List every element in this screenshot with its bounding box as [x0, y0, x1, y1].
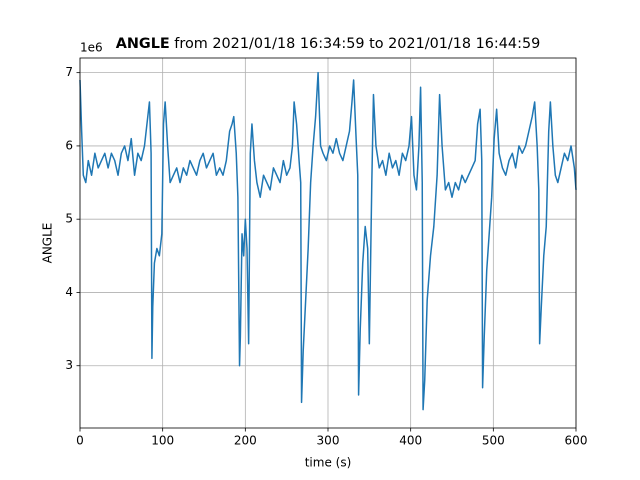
x-tick-label: 600	[565, 434, 588, 448]
y-tick-label: 6	[65, 138, 73, 152]
x-tick-label: 400	[399, 434, 422, 448]
x-tick-label: 0	[76, 434, 84, 448]
y-tick-label: 5	[65, 212, 73, 226]
y-offset-text: 1e6	[80, 41, 103, 55]
x-tick-label: 500	[482, 434, 505, 448]
title-bold: ANGLE	[116, 36, 170, 52]
plot-frame	[79, 57, 577, 429]
y-tick-label: 3	[65, 358, 73, 372]
data-line	[79, 71, 577, 411]
chart-title: ANGLE from 2021/01/18 16:34:59 to 2021/0…	[116, 36, 541, 52]
y-axis-label: ANGLE	[41, 223, 55, 264]
x-tick-label: 300	[317, 434, 340, 448]
x-tick-label: 200	[234, 434, 257, 448]
y-tick-label: 7	[65, 65, 73, 79]
title-rest: from 2021/01/18 16:34:59 to 2021/01/18 1…	[174, 36, 540, 52]
x-tick-label: 100	[151, 434, 174, 448]
x-axis-label: time (s)	[305, 456, 352, 470]
y-tick-label: 4	[65, 285, 73, 299]
